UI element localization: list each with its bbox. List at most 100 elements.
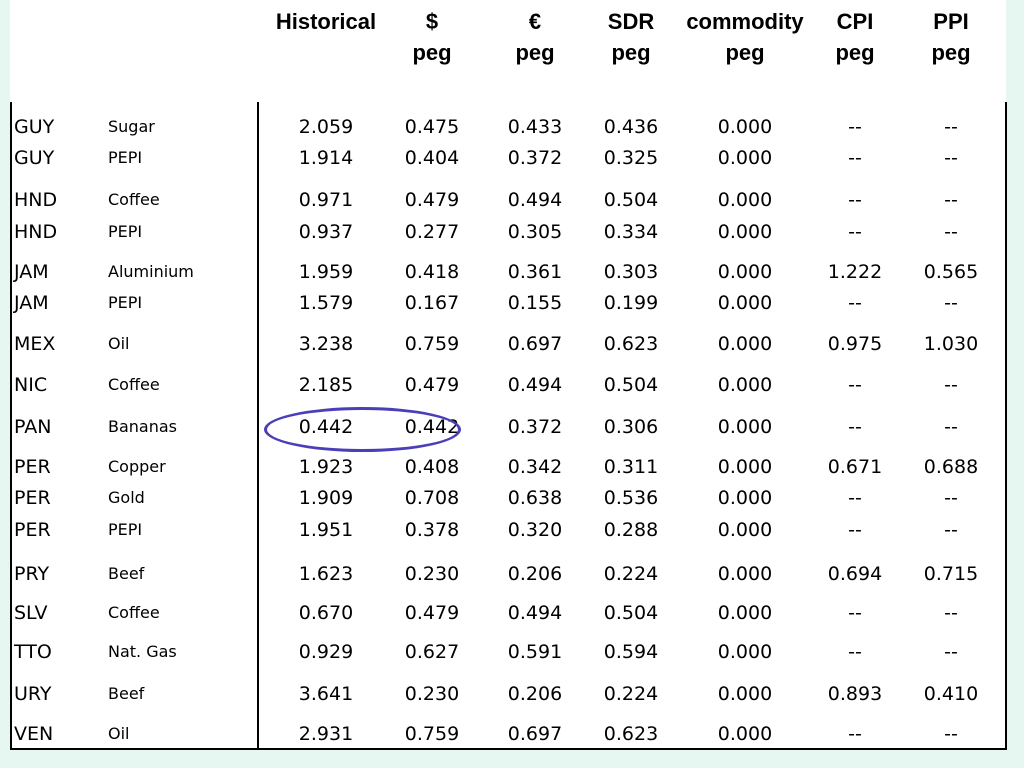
value-cell: 0.000 — [717, 333, 773, 355]
commodity-name: Sugar — [108, 117, 155, 136]
value-cell: 0.697 — [507, 333, 563, 355]
value-cell: 0.536 — [603, 487, 659, 509]
value-cell: 1.914 — [298, 147, 354, 169]
value-cell: 0.708 — [404, 487, 460, 509]
value-cell: 0.000 — [717, 189, 773, 211]
commodity-name: Oil — [108, 334, 130, 353]
value-cell: 0.759 — [404, 723, 460, 745]
value-cell: 2.931 — [298, 723, 354, 745]
value-cell: 0.694 — [827, 563, 883, 585]
value-cell: 0.277 — [404, 221, 460, 243]
value-cell: 0.479 — [404, 189, 460, 211]
table-row: URY Beef 3.641 0.230 0.206 0.224 0.000 0.893 0.4… — [0, 679, 1024, 709]
table-column-divider — [257, 102, 259, 750]
value-cell: 0.975 — [827, 333, 883, 355]
value-cell: 0.305 — [507, 221, 563, 243]
country-code: NIC — [14, 374, 48, 396]
table-bottom-border — [10, 748, 1007, 750]
table-right-border — [1005, 102, 1007, 750]
value-cell: -- — [848, 116, 862, 138]
column-header: € peg — [465, 6, 605, 68]
value-cell: 0.199 — [603, 292, 659, 314]
value-cell: -- — [944, 292, 958, 314]
value-cell: 0.303 — [603, 261, 659, 283]
highlight-oval — [264, 407, 461, 452]
value-cell: 0.971 — [298, 189, 354, 211]
table-row: NIC Coffee 2.185 0.479 0.494 0.504 0.000 -- -- — [0, 370, 1024, 400]
value-cell: 0.436 — [603, 116, 659, 138]
value-cell: 0.937 — [298, 221, 354, 243]
table-row: VEN Oil 2.931 0.759 0.697 0.623 0.000 -- -- — [0, 719, 1024, 749]
value-cell: -- — [944, 487, 958, 509]
value-cell: 0.000 — [717, 261, 773, 283]
commodity-name: Coffee — [108, 603, 160, 622]
value-cell: 0.479 — [404, 602, 460, 624]
table-row: GUY Sugar 2.059 0.475 0.433 0.436 0.000 -- -- — [0, 112, 1024, 142]
column-header-line1: € — [528, 9, 542, 34]
commodity-name: Aluminium — [108, 262, 194, 281]
value-cell: 0.334 — [603, 221, 659, 243]
column-header-line2: peg — [412, 40, 452, 65]
commodity-name: Nat. Gas — [108, 642, 177, 661]
value-cell: 0.504 — [603, 189, 659, 211]
value-cell: 0.000 — [717, 416, 773, 438]
value-cell: 0.206 — [507, 683, 563, 705]
value-cell: 0.000 — [717, 221, 773, 243]
value-cell: 0.623 — [603, 723, 659, 745]
value-cell: 0.224 — [603, 563, 659, 585]
value-cell: 0.638 — [507, 487, 563, 509]
value-cell: 0.494 — [507, 374, 563, 396]
value-cell: 0.155 — [507, 292, 563, 314]
table-row: JAM Aluminium 1.959 0.418 0.361 0.303 0.000 1.2… — [0, 257, 1024, 287]
country-code: SLV — [14, 602, 48, 624]
column-header-line2: peg — [611, 40, 651, 65]
value-cell: 0.000 — [717, 147, 773, 169]
value-cell: 0.230 — [404, 563, 460, 585]
column-header-line1: Historical — [275, 9, 377, 34]
country-code: VEN — [14, 723, 54, 745]
table-row: SLV Coffee 0.670 0.479 0.494 0.504 0.000 -- -- — [0, 598, 1024, 628]
value-cell: 0.404 — [404, 147, 460, 169]
value-cell: -- — [944, 221, 958, 243]
table-row: MEX Oil 3.238 0.759 0.697 0.623 0.000 0.975 1.03… — [0, 329, 1024, 359]
country-code: JAM — [14, 261, 49, 283]
value-cell: 0.408 — [404, 456, 460, 478]
value-cell: 0.000 — [717, 683, 773, 705]
value-cell: 1.579 — [298, 292, 354, 314]
value-cell: -- — [944, 189, 958, 211]
value-cell: -- — [848, 221, 862, 243]
value-cell: 0.893 — [827, 683, 883, 705]
column-header-line2: peg — [931, 40, 971, 65]
value-cell: 0.504 — [603, 374, 659, 396]
value-cell: -- — [944, 374, 958, 396]
value-cell: 0.288 — [603, 519, 659, 541]
column-header-line1: $ — [425, 9, 439, 34]
value-cell: 0.929 — [298, 641, 354, 663]
table-row: JAM PEPI 1.579 0.167 0.155 0.199 0.000 -- -- — [0, 288, 1024, 318]
commodity-name: Coffee — [108, 375, 160, 394]
column-header: Historical — [256, 6, 396, 37]
value-cell: -- — [848, 292, 862, 314]
value-cell: -- — [944, 602, 958, 624]
value-cell: 0.623 — [603, 333, 659, 355]
table-row: HND PEPI 0.937 0.277 0.305 0.334 0.000 -- -- — [0, 217, 1024, 247]
commodity-name: Coffee — [108, 190, 160, 209]
table-row: PAN Bananas 0.442 0.442 0.372 0.306 0.000 -- -- — [0, 412, 1024, 442]
country-code: GUY — [14, 147, 55, 169]
value-cell: -- — [848, 374, 862, 396]
value-cell: 2.059 — [298, 116, 354, 138]
value-cell: 0.372 — [507, 147, 563, 169]
value-cell: 0.697 — [507, 723, 563, 745]
value-cell: 0.000 — [717, 519, 773, 541]
column-header: PPI peg — [881, 6, 1021, 68]
column-header: $ peg — [362, 6, 502, 68]
value-cell: 2.185 — [298, 374, 354, 396]
value-cell: 0.000 — [717, 487, 773, 509]
table-row: TTO Nat. Gas 0.929 0.627 0.591 0.594 0.000 -- -- — [0, 637, 1024, 667]
value-cell: 3.641 — [298, 683, 354, 705]
country-code: PER — [14, 487, 51, 509]
value-cell: 0.504 — [603, 602, 659, 624]
commodity-name: Beef — [108, 564, 145, 583]
country-code: PRY — [14, 563, 50, 585]
